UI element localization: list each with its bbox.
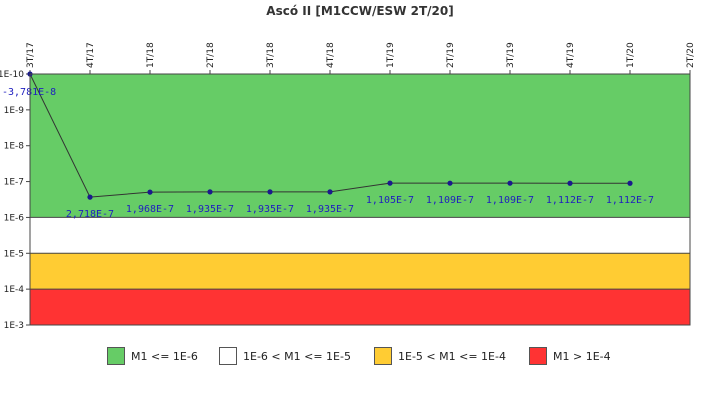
x-tick-label: 4T/19 — [566, 42, 576, 68]
legend-swatch-yellow — [374, 347, 392, 365]
band-3 — [30, 289, 690, 325]
legend: M1 <= 1E-6 1E-6 < M1 <= 1E-5 1E-5 < M1 <… — [0, 346, 720, 366]
legend-item-red: M1 > 1E-4 — [529, 346, 611, 366]
x-tick-label: 3T/17 — [26, 42, 36, 68]
x-tick-label: 2T/19 — [446, 42, 456, 68]
band-1 — [30, 217, 690, 254]
data-label: 1,112E-7 — [546, 195, 594, 206]
x-tick-label: 1T/19 — [386, 42, 396, 68]
data-label: 1,112E-7 — [606, 195, 654, 206]
legend-item-yellow: 1E-5 < M1 <= 1E-4 — [374, 346, 506, 366]
y-tick-label: 1E-3 — [4, 321, 24, 331]
x-tick-label: 4T/18 — [326, 42, 336, 68]
y-tick-label: 1E-7 — [4, 178, 24, 188]
y-tick-label: 1E-6 — [4, 213, 25, 223]
y-tick-label: 1E-4 — [4, 285, 25, 295]
legend-swatch-red — [529, 347, 547, 365]
plot-frame — [29, 73, 691, 326]
x-axis: 3T/17 4T/17 1T/18 2T/18 3T/18 4T/18 1T/19 2T/19… — [26, 42, 696, 74]
legend-label-green: M1 <= 1E-6 — [131, 349, 198, 363]
data-point — [327, 189, 333, 195]
data-label: 1,105E-7 — [366, 195, 414, 206]
y-tick-label: 1E-8 — [4, 142, 25, 152]
x-tick-label: 3T/18 — [266, 42, 276, 68]
x-tick-label: 2T/20 — [686, 42, 696, 68]
data-label: 1,935E-7 — [186, 204, 234, 215]
data-point — [447, 180, 453, 186]
chart-title: Ascó II [M1CCW/ESW 2T/20] — [266, 4, 453, 18]
legend-swatch-white — [219, 347, 237, 365]
data-point — [207, 189, 213, 195]
legend-label-red: M1 > 1E-4 — [553, 349, 611, 363]
legend-label-yellow: 1E-5 < M1 <= 1E-4 — [398, 349, 506, 363]
data-point — [387, 180, 393, 186]
x-tick-label: 3T/19 — [506, 42, 516, 68]
x-tick-label: 1T/18 — [146, 42, 156, 68]
data-point — [147, 189, 153, 195]
data-label: 1,968E-7 — [126, 204, 174, 215]
data-label: 1,109E-7 — [426, 195, 474, 206]
legend-swatch-green — [107, 347, 125, 365]
data-point — [267, 189, 273, 195]
y-tick-label: 1E-10 — [0, 70, 24, 80]
x-tick-label: 1T/20 — [626, 42, 636, 68]
data-label: 1,935E-7 — [306, 204, 354, 215]
x-tick-label: 4T/17 — [86, 42, 96, 68]
y-tick-label: 1E-9 — [4, 106, 25, 116]
data-label: 1,109E-7 — [486, 195, 534, 206]
legend-item-green: M1 <= 1E-6 — [107, 346, 198, 366]
data-label: -3,781E-8 — [2, 87, 56, 98]
data-label: 1,935E-7 — [246, 204, 294, 215]
data-label: 2,718E-7 — [66, 209, 114, 220]
risk-bands — [30, 74, 690, 325]
band-2 — [30, 253, 690, 290]
y-tick-label: 1E-5 — [4, 249, 24, 259]
legend-item-white: 1E-6 < M1 <= 1E-5 — [219, 346, 351, 366]
series-line: -3,781E-8 2,718E-7 1,968E-7 1,935E-7 1,935E-… — [2, 71, 654, 220]
band-0 — [30, 74, 690, 218]
data-point — [507, 180, 513, 186]
data-point — [627, 180, 633, 186]
y-axis: 1E-10 1E-9 1E-8 1E-7 1E-6 1E-5 1E-4 1E-3 — [0, 70, 30, 331]
data-point — [567, 180, 573, 186]
data-point — [87, 194, 93, 200]
x-tick-label: 2T/18 — [206, 42, 216, 68]
legend-label-white: 1E-6 < M1 <= 1E-5 — [243, 349, 351, 363]
